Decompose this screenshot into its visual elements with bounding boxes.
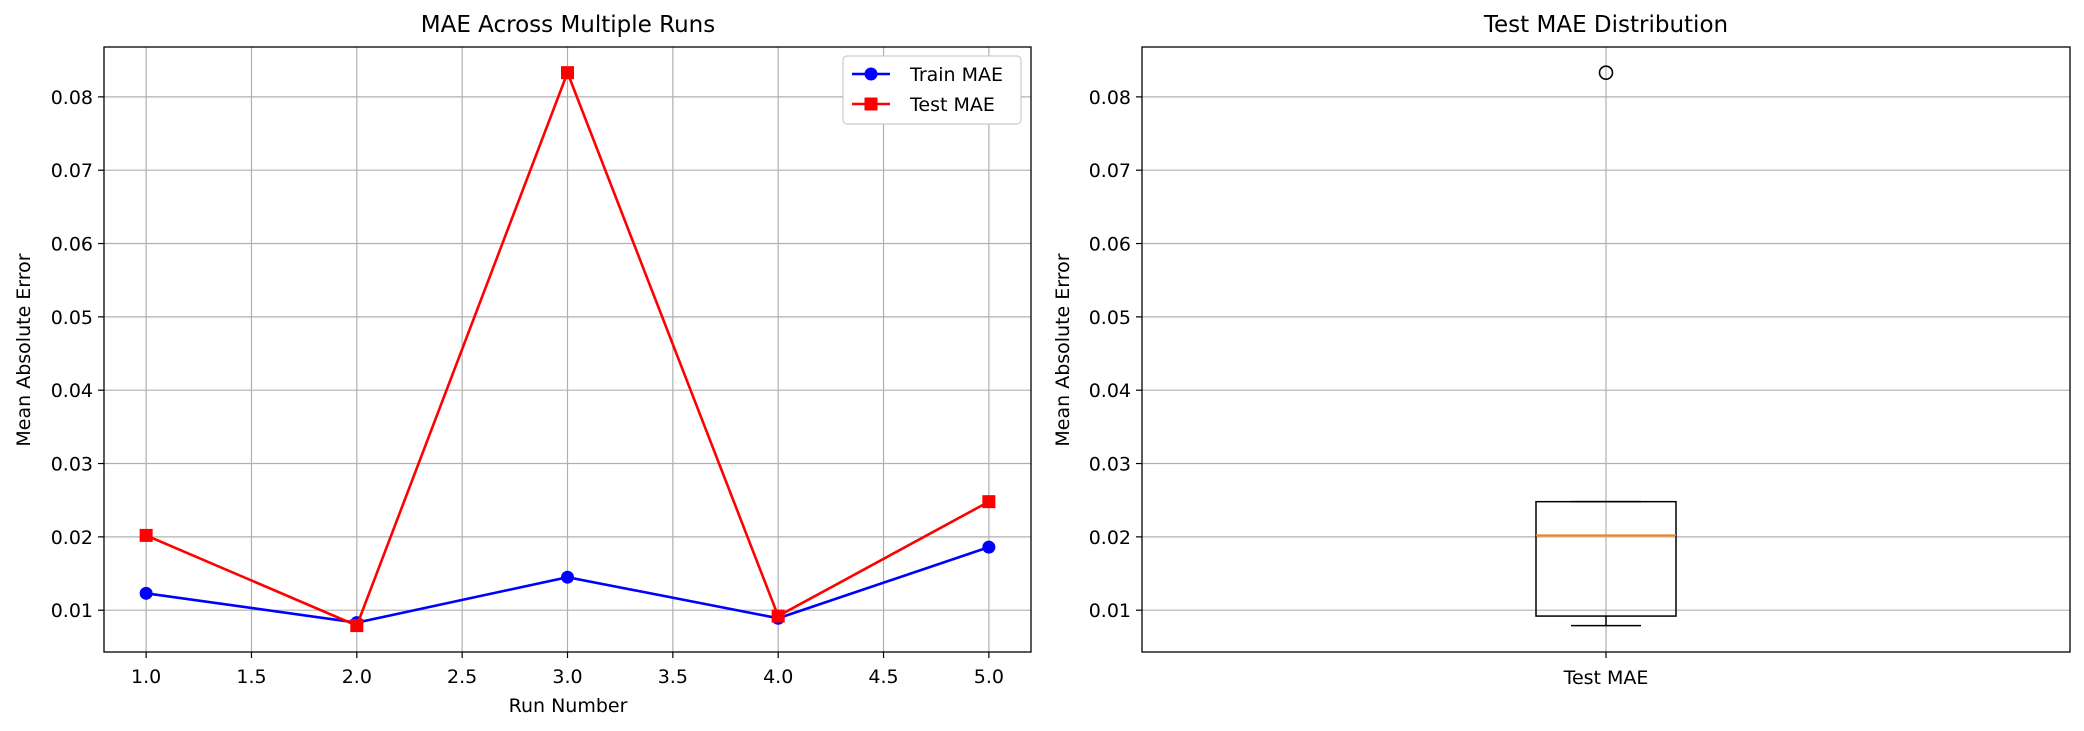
x-tick-label: Test MAE [1563,667,1649,689]
x-tick-label: 2.5 [447,666,477,688]
data-point [771,609,785,623]
data-point [982,495,996,509]
y-tick-label: 0.05 [51,307,93,329]
y-tick-label: 0.02 [1089,527,1131,549]
x-tick-labels: 1.0 1.5 2.0 2.5 3.0 3.5 4.0 4.5 5.0 [131,652,1004,688]
y-tick-labels: 0.01 0.02 0.03 0.04 0.05 0.06 0.07 0.08 [1089,87,1142,622]
y-tick-label: 0.06 [1089,234,1131,256]
plot-frame [103,46,1032,653]
data-point [350,619,364,633]
x-axis-label: Run Number [509,695,628,717]
box-plot [1535,65,1677,627]
y-tick-label: 0.08 [51,87,93,109]
x-tick-label: 4.0 [763,666,793,688]
legend-marker [864,97,878,111]
legend-item-train: Train MAE [852,64,1003,86]
data-point [561,66,574,80]
y-tick-label: 0.07 [51,160,93,182]
y-tick-label: 0.01 [51,600,93,622]
x-tick-label: 1.5 [236,666,266,688]
x-tick-label: 2.0 [342,666,372,688]
y-tick-label: 0.06 [51,234,93,256]
data-point [139,528,153,542]
y-tick-label: 0.08 [1089,87,1131,109]
y-axis-label: Mean Absolute Error [1052,253,1074,446]
legend-label: Train MAE [909,64,1003,86]
series-layer [139,66,996,633]
box-plot-panel: Test MAE Distribution 0.010.020.030.040.… [1052,12,2071,689]
y-tick-labels: 0.01 0.02 0.03 0.04 0.05 0.06 0.07 0.08 [51,87,104,622]
data-point [982,540,996,554]
grid-lines [1142,47,2070,658]
outlier-point [1598,65,1614,80]
legend-label: Test MAE [909,94,995,116]
y-tick-label: 0.01 [1089,600,1131,622]
y-tick-label: 0.05 [1089,307,1131,329]
grid-lines [104,47,1031,652]
series-test-mae [139,66,996,633]
y-axis-label: Mean Absolute Error [13,253,35,446]
y-tick-label: 0.04 [1089,380,1131,402]
data-point [561,570,574,584]
y-tick-label: 0.03 [51,454,93,476]
line-chart-panel: MAE Across Multiple Runs 1.0 1.5 2.0 2.5 3.0… [13,12,1032,717]
x-tick-label: 3.0 [552,666,582,688]
x-tick-label: 1.0 [131,666,161,688]
iqr-box [1535,500,1677,617]
legend-marker [864,67,878,81]
chart-title: MAE Across Multiple Runs [421,12,715,38]
legend: Train MAE Test MAE [842,55,1022,125]
y-tick-label: 0.07 [1089,160,1131,182]
y-tick-label: 0.03 [1089,454,1131,476]
y-tick-label: 0.04 [51,380,93,402]
x-tick-label: 4.5 [868,666,898,688]
x-tick-label: 3.5 [658,666,688,688]
x-tick-label: 5.0 [974,666,1004,688]
plot-frame [1141,46,2071,653]
chart-title: Test MAE Distribution [1483,12,1728,38]
legend-item-test: Test MAE [852,94,995,116]
y-tick-label: 0.02 [51,527,93,549]
data-point [139,586,153,600]
